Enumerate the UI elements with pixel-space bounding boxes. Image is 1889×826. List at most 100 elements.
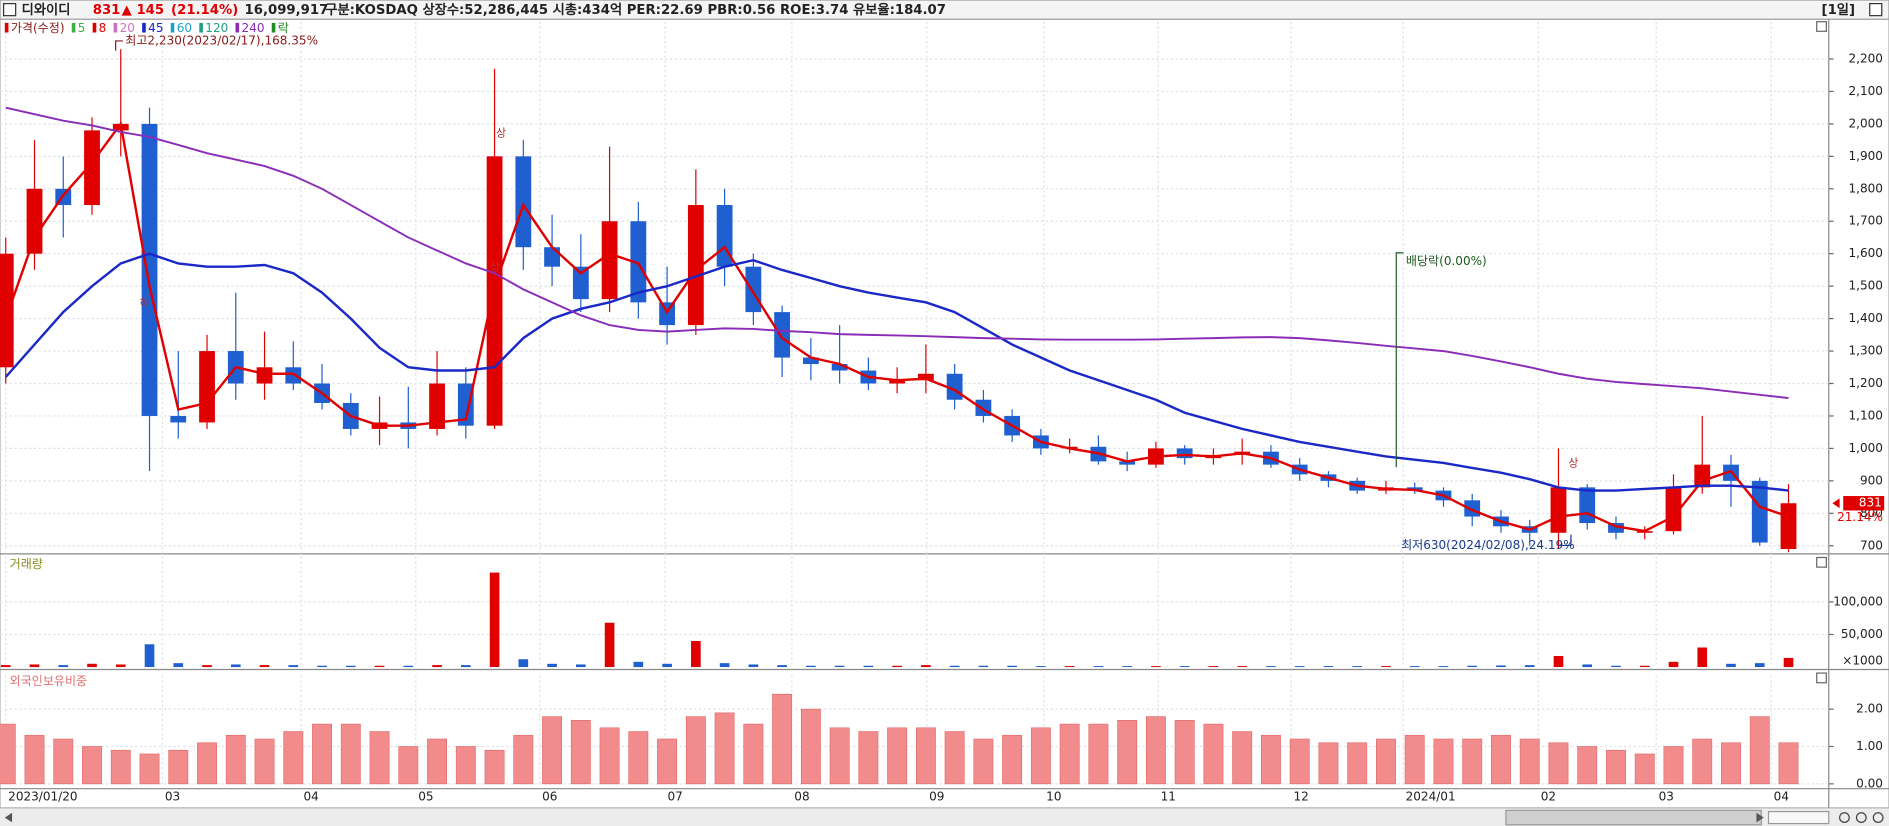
foreign-ratio-bar xyxy=(1002,734,1023,785)
scroll-right[interactable] xyxy=(1756,812,1764,823)
scroll-left[interactable] xyxy=(4,812,13,823)
foreign-ratio-bar xyxy=(570,720,591,785)
volume-bar xyxy=(58,665,69,668)
checkbox[interactable] xyxy=(3,3,17,17)
zoom-in[interactable] xyxy=(1872,812,1884,823)
foreign-ratio-bar xyxy=(1289,738,1310,785)
annotation: 최저630(2024/02/08),24.19% xyxy=(1401,538,1575,552)
moving-average-line xyxy=(5,106,1789,400)
panel-button[interactable] xyxy=(1816,556,1827,568)
foreign-ratio-bar xyxy=(312,723,332,785)
x-tick-label: 04 xyxy=(303,790,318,804)
foreign-ratio-bar xyxy=(1491,734,1511,785)
foreign-ratio-bar xyxy=(1749,716,1770,785)
moving-average-line xyxy=(4,120,1789,533)
foreign-ratio-bar xyxy=(369,731,390,785)
candle-body xyxy=(84,130,100,206)
volume-bar xyxy=(978,665,989,668)
foreign-ratio-bar xyxy=(1203,723,1224,785)
volume-unit: ×1000 xyxy=(1842,654,1883,668)
legend-label: 20 xyxy=(120,21,135,35)
volume-bar xyxy=(1294,666,1305,668)
foreign-ratio-bar xyxy=(82,746,102,785)
foreign-ratio-bar xyxy=(1548,742,1569,785)
volume-bar xyxy=(1553,655,1564,668)
scrollbar[interactable] xyxy=(0,809,1889,826)
candle-body xyxy=(831,364,848,371)
volume-bar xyxy=(518,659,529,668)
candle-body xyxy=(889,380,906,384)
candle-body xyxy=(256,367,273,384)
candle-body xyxy=(199,351,215,423)
volume-bar xyxy=(1639,665,1650,668)
stock-name: 디와이디 xyxy=(22,1,71,18)
candle-body xyxy=(917,373,934,381)
candle-body xyxy=(1694,464,1711,488)
candle-body xyxy=(630,221,647,303)
y-tick-label: 900 xyxy=(1860,473,1883,487)
volume-bar xyxy=(834,665,845,668)
candle-body xyxy=(1579,487,1596,524)
legend-swatch xyxy=(92,22,97,33)
candle-body xyxy=(601,221,618,300)
foreign-ratio-bar xyxy=(1721,742,1741,785)
foreign-ratio-bar xyxy=(1347,742,1368,785)
foreign-ratio-bar xyxy=(887,727,908,785)
x-tick-label: 2024/01 xyxy=(1406,790,1456,804)
volume-bar xyxy=(317,665,327,668)
period-button[interactable]: [1일] xyxy=(1822,2,1855,18)
x-tick-label: 08 xyxy=(794,790,809,804)
legend-swatch xyxy=(113,22,118,33)
foreign-ratio-bar xyxy=(1174,720,1195,785)
window-button[interactable] xyxy=(1869,3,1883,17)
volume-bar xyxy=(1352,666,1363,668)
foreign-ratio-bar xyxy=(1030,727,1051,785)
y-tick-label: 1,600 xyxy=(1849,246,1883,260)
panel-button[interactable] xyxy=(1816,21,1827,32)
y-tick-label: 0.00 xyxy=(1856,776,1883,790)
scroll-thumb[interactable] xyxy=(1505,809,1762,826)
current-price-pointer xyxy=(1832,498,1840,509)
foreign-ratio-bar xyxy=(24,734,45,785)
volume-bar xyxy=(230,664,241,668)
volume-bar xyxy=(1611,665,1621,668)
foreign-ratio-bar xyxy=(1577,746,1598,785)
candle-body xyxy=(1176,448,1193,459)
panel-button[interactable] xyxy=(1816,672,1827,684)
volume-bar xyxy=(1496,665,1506,668)
annotation-arrow xyxy=(1395,252,1404,468)
zoom-out[interactable] xyxy=(1839,812,1850,823)
volume-bar xyxy=(1409,666,1420,668)
foreign-ratio-bar xyxy=(973,738,994,785)
volume-bar xyxy=(1697,647,1708,668)
candle-body xyxy=(1751,480,1768,543)
zoom-reset[interactable] xyxy=(1855,812,1867,823)
x-tick-label: 07 xyxy=(667,790,682,804)
legend-label: 8 xyxy=(99,21,107,35)
foreign-ratio-bar xyxy=(1088,723,1109,785)
foreign-ratio-bar xyxy=(427,738,448,785)
volume-bar xyxy=(1064,666,1075,668)
y-tick-label: 1.00 xyxy=(1856,739,1883,753)
candle-body xyxy=(170,415,187,423)
volume-bar xyxy=(374,665,385,668)
candle-body xyxy=(774,312,791,358)
candle-body xyxy=(515,156,532,248)
candle-body xyxy=(0,253,14,368)
zoom-slider[interactable] xyxy=(1767,810,1830,825)
current-change-label: 21.14% xyxy=(1837,510,1883,524)
legend-swatch xyxy=(271,22,276,33)
foreign-ratio-bar xyxy=(858,731,879,785)
legend-swatch xyxy=(235,22,240,33)
legend-label: 5 xyxy=(78,21,86,35)
foreign-ratio-bar xyxy=(225,734,246,785)
volume-bar xyxy=(432,665,442,668)
volume-bar xyxy=(1582,664,1593,668)
legend-swatch xyxy=(142,22,146,33)
volume-bar xyxy=(1754,663,1765,668)
candle-body xyxy=(285,367,302,384)
candle-body xyxy=(141,123,158,416)
foreign-ratio-title: 외국인보유비중 xyxy=(10,674,88,688)
volume-bar xyxy=(748,664,759,668)
x-tick-label: 03 xyxy=(165,790,180,804)
